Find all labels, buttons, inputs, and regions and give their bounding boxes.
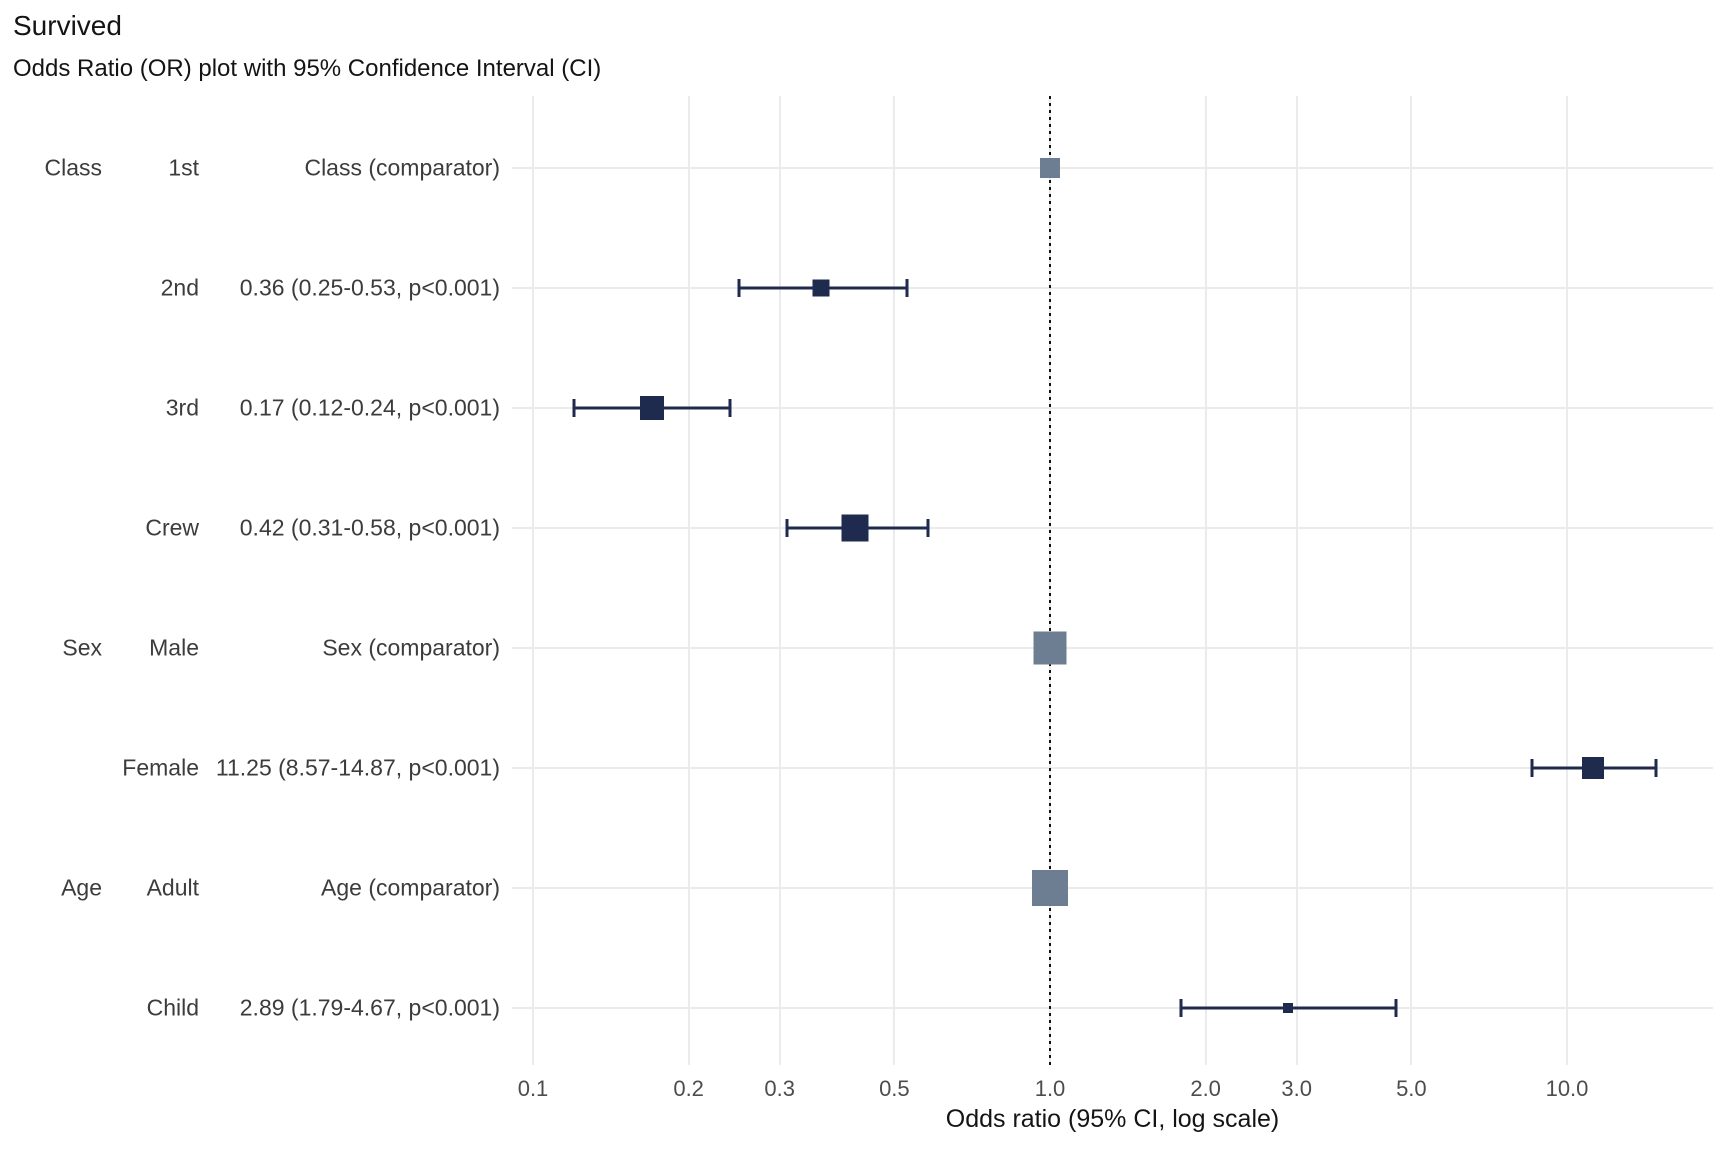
or-marker (841, 514, 869, 542)
estimate-label: 0.17 (0.12-0.24, p<0.001) (239, 394, 500, 421)
or-marker (812, 279, 830, 297)
comparator-marker (1033, 631, 1067, 665)
group-label: Sex (62, 634, 102, 661)
reference-line (1049, 96, 1051, 1065)
ci-cap-right (1654, 759, 1658, 777)
ci-cap-right (905, 279, 909, 297)
or-marker (1582, 757, 1605, 779)
ci-cap-left (737, 279, 741, 297)
level-label: Male (149, 634, 199, 661)
x-tick-label: 5.0 (1396, 1076, 1427, 1101)
ci-cap-right (1394, 999, 1398, 1017)
estimate-label: Sex (comparator) (322, 634, 500, 661)
gridline-horizontal (512, 167, 1713, 169)
x-tick-label: 0.1 (517, 1076, 549, 1101)
x-tick-label: 2.0 (1190, 1076, 1221, 1101)
ci-cap-left (785, 519, 789, 537)
x-tick-label: 3.0 (1281, 1076, 1312, 1101)
gridline-horizontal (512, 287, 1713, 289)
gridline-vertical (1566, 96, 1568, 1065)
comparator-marker (1040, 158, 1060, 178)
gridline-vertical (532, 96, 534, 1065)
level-label: Crew (145, 514, 199, 541)
estimate-label: 11.25 (8.57-14.87, p<0.001) (215, 754, 500, 781)
gridline-vertical (1204, 96, 1207, 1065)
estimate-label: 0.36 (0.25-0.53, p<0.001) (239, 274, 500, 301)
level-label: Adult (146, 874, 199, 901)
group-label: Age (61, 874, 102, 901)
gridline-vertical (1410, 96, 1413, 1065)
x-axis-title: Odds ratio (95% CI, log scale) (945, 1105, 1280, 1133)
estimate-label: 0.42 (0.31-0.58, p<0.001) (239, 514, 500, 541)
group-label: Class (44, 154, 102, 181)
ci-cap-right (926, 519, 930, 537)
level-label: Child (146, 994, 199, 1021)
estimate-label: Age (comparator) (321, 874, 500, 901)
x-tick-label: 10.0 (1545, 1076, 1589, 1101)
ci-cap-left (1179, 999, 1183, 1017)
comparator-marker (1032, 870, 1068, 906)
level-label: 3rd (165, 394, 199, 421)
ci-cap-left (1530, 759, 1534, 777)
gridline-vertical (893, 96, 896, 1065)
gridline-horizontal (512, 407, 1713, 409)
plot-title: Survived (13, 10, 122, 41)
or-marker (640, 396, 665, 420)
estimate-label: Class (comparator) (304, 154, 500, 181)
x-tick-label: 0.3 (764, 1076, 795, 1101)
level-label: 2nd (160, 274, 199, 301)
plot-subtitle: Odds Ratio (OR) plot with 95% Confidence… (13, 55, 602, 82)
gridline-vertical (1295, 96, 1298, 1065)
level-label: 1st (168, 154, 199, 181)
gridline-vertical (687, 96, 690, 1065)
or-marker (1283, 1003, 1294, 1013)
gridline-vertical (778, 96, 781, 1065)
x-tick-label: 1.0 (1034, 1076, 1066, 1101)
estimate-label: 2.89 (1.79-4.67, p<0.001) (239, 994, 500, 1021)
x-tick-label: 0.5 (879, 1076, 910, 1101)
ci-cap-left (572, 399, 576, 417)
gridline-horizontal (512, 1007, 1713, 1009)
gridline-horizontal (512, 767, 1713, 769)
x-tick-label: 0.2 (673, 1076, 704, 1101)
ci-cap-right (728, 399, 732, 417)
gridline-horizontal (512, 527, 1713, 529)
gridline-horizontal (512, 887, 1713, 889)
gridline-horizontal (512, 647, 1713, 649)
level-label: Female (122, 754, 199, 781)
